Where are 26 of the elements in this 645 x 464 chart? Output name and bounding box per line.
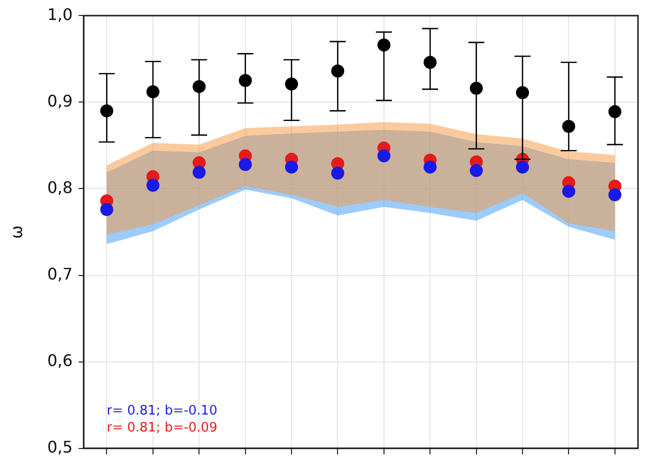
y-tick-label: 0,8	[47, 178, 73, 197]
annotation: r= 0.81; b=-0.09	[106, 420, 218, 436]
point	[331, 166, 344, 180]
point	[470, 164, 483, 178]
point	[424, 160, 437, 174]
point	[192, 166, 206, 179]
y-tick-label: 0,5	[47, 438, 73, 457]
point	[608, 188, 622, 202]
point	[238, 158, 252, 171]
y-tick-label: 0,9	[47, 91, 73, 110]
point	[377, 149, 390, 162]
y-tick-label: 1,0	[47, 4, 73, 24]
y-tick-label: 0,7	[47, 264, 73, 284]
point	[608, 105, 622, 118]
point	[516, 160, 530, 174]
point	[285, 77, 298, 90]
point	[146, 85, 160, 98]
annotation: r= 0.81; b=-0.10	[106, 403, 218, 418]
point	[100, 202, 114, 216]
point	[562, 184, 576, 198]
y-axis-title: ω	[6, 225, 26, 239]
point	[516, 86, 530, 100]
point	[146, 178, 160, 192]
y-tick-label: 0,6	[47, 350, 73, 370]
point	[285, 160, 298, 174]
point	[377, 38, 390, 52]
